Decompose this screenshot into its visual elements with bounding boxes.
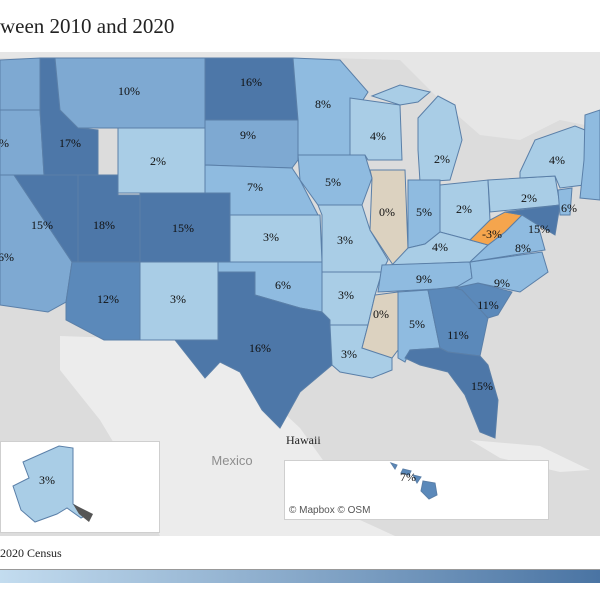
label-iowa: 5% [325, 175, 341, 189]
label-maryland: 15% [528, 222, 550, 236]
label-alabama: 5% [409, 317, 425, 331]
label-pennsylvania: 2% [521, 191, 537, 205]
label-california: 6% [0, 250, 14, 264]
alaska-panhandle [73, 504, 93, 522]
label-nevada: 15% [31, 218, 53, 232]
state-north-dakota[interactable] [204, 57, 299, 121]
label-kentucky: 4% [432, 240, 448, 254]
label-louisiana: 3% [341, 347, 357, 361]
label-utah: 18% [93, 218, 115, 232]
label-north-carolina: 9% [494, 276, 510, 290]
label-hawaii: 7% [400, 470, 416, 484]
state-new-jersey[interactable] [557, 187, 573, 216]
label-oregon: % [0, 136, 9, 150]
color-legend-bar [0, 569, 600, 583]
label-missouri: 3% [337, 233, 353, 247]
state-michigan-upper[interactable] [370, 84, 432, 106]
label-west-virginia: -3% [482, 227, 502, 241]
data-source-note: 2020 Census [0, 546, 62, 560]
hawaii-inset-title: Hawaii [286, 433, 321, 447]
state-hawaii[interactable] [389, 462, 438, 500]
state-alaska[interactable] [12, 445, 91, 523]
label-virginia: 8% [515, 241, 531, 255]
label-nebraska: 7% [247, 180, 263, 194]
state-new-england[interactable] [579, 109, 600, 201]
map-title: ween 2010 and 2020 [0, 14, 175, 38]
alaska-inset[interactable]: 3% [0, 441, 160, 533]
state-texas[interactable] [173, 271, 333, 429]
label-new-york: 4% [549, 153, 565, 167]
state-north-carolina[interactable] [454, 251, 549, 293]
label-mississippi: 0% [373, 307, 389, 321]
label-new-jersey: 6% [561, 201, 577, 215]
hawaii-map[interactable]: 7% [285, 461, 548, 519]
label-new-mexico: 3% [170, 292, 186, 306]
label-georgia: 11% [447, 328, 469, 342]
label-arkansas: 3% [338, 288, 354, 302]
label-indiana: 5% [416, 205, 432, 219]
map-attribution[interactable]: © Mapbox © OSM [289, 505, 371, 516]
label-texas: 16% [249, 341, 271, 355]
hawaii-inset[interactable]: 7% [284, 460, 549, 520]
label-north-dakota: 16% [240, 75, 262, 89]
alaska-map[interactable]: 3% [1, 442, 159, 532]
label-montana: 10% [118, 84, 140, 98]
label-michigan: 2% [434, 152, 450, 166]
label-wisconsin: 4% [370, 129, 386, 143]
label-arizona: 12% [97, 292, 119, 306]
state-wisconsin[interactable] [349, 97, 403, 161]
state-south-dakota[interactable] [204, 119, 299, 169]
label-wyoming: 2% [150, 154, 166, 168]
mexico-label: Mexico [211, 453, 252, 468]
cuba-land [470, 440, 590, 472]
label-tennessee: 9% [416, 272, 432, 286]
state-florida[interactable] [404, 347, 499, 439]
canada-land [0, 52, 600, 140]
state-washington[interactable] [0, 57, 41, 111]
label-south-dakota: 9% [240, 128, 256, 142]
label-south-carolina: 11% [477, 298, 499, 312]
label-alaska: 3% [39, 473, 55, 487]
label-florida: 15% [471, 379, 493, 393]
label-idaho: 17% [59, 136, 81, 150]
state-michigan[interactable] [417, 95, 463, 183]
label-minnesota: 8% [315, 97, 331, 111]
label-ohio: 2% [456, 202, 472, 216]
state-maryland[interactable] [504, 204, 561, 236]
label-oklahoma: 6% [275, 278, 291, 292]
label-illinois: 0% [379, 205, 395, 219]
label-colorado: 15% [172, 221, 194, 235]
label-kansas: 3% [263, 230, 279, 244]
